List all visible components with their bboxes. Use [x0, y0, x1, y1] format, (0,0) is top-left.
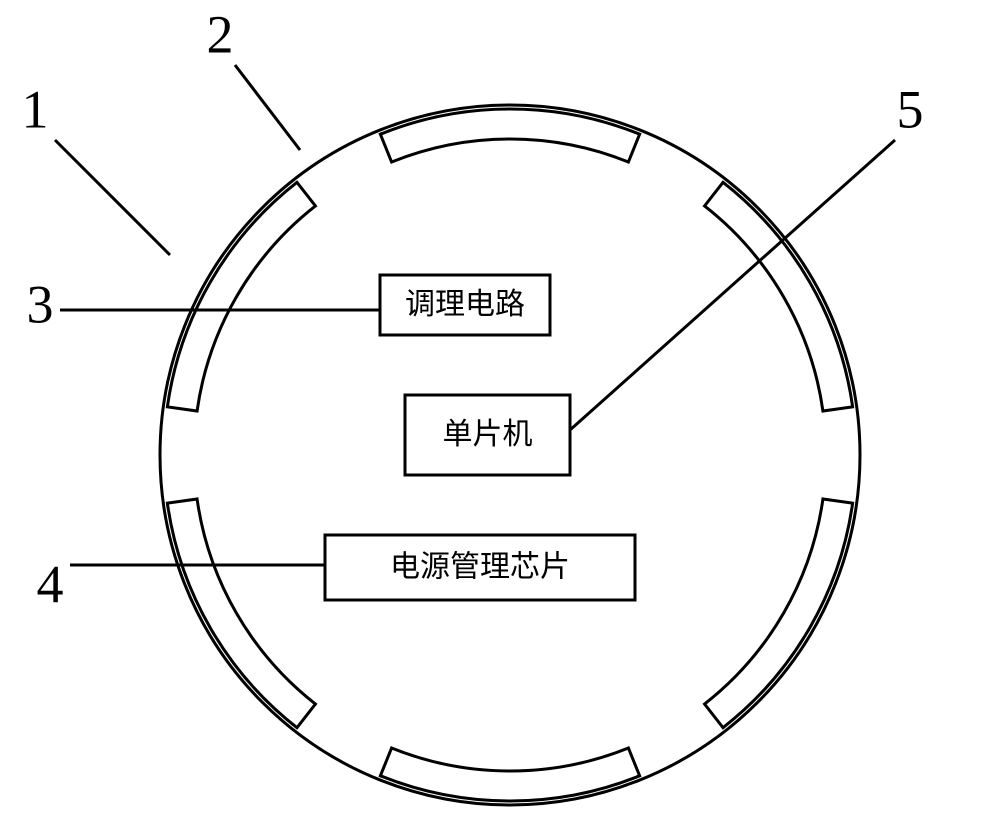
arc-sensor [167, 499, 315, 728]
leader-line [55, 140, 170, 255]
mcu-block: 单片机 [405, 395, 570, 475]
callout-number: 2 [207, 4, 234, 64]
leader-line [235, 65, 300, 150]
mcu-label: 单片机 [443, 418, 533, 451]
conditioning-block: 调理电路 [380, 275, 550, 335]
pmic-label: 电源管理芯片 [390, 550, 570, 583]
arc-sensor [705, 499, 853, 728]
arc-sensor [705, 182, 853, 411]
callout-number: 3 [27, 274, 54, 334]
pmic-block: 电源管理芯片 [325, 535, 635, 600]
callout-number: 4 [37, 554, 64, 614]
callout-number: 1 [22, 79, 49, 139]
callout-number: 5 [897, 79, 924, 139]
conditioning-label: 调理电路 [405, 288, 525, 321]
arc-sensor [167, 182, 315, 411]
